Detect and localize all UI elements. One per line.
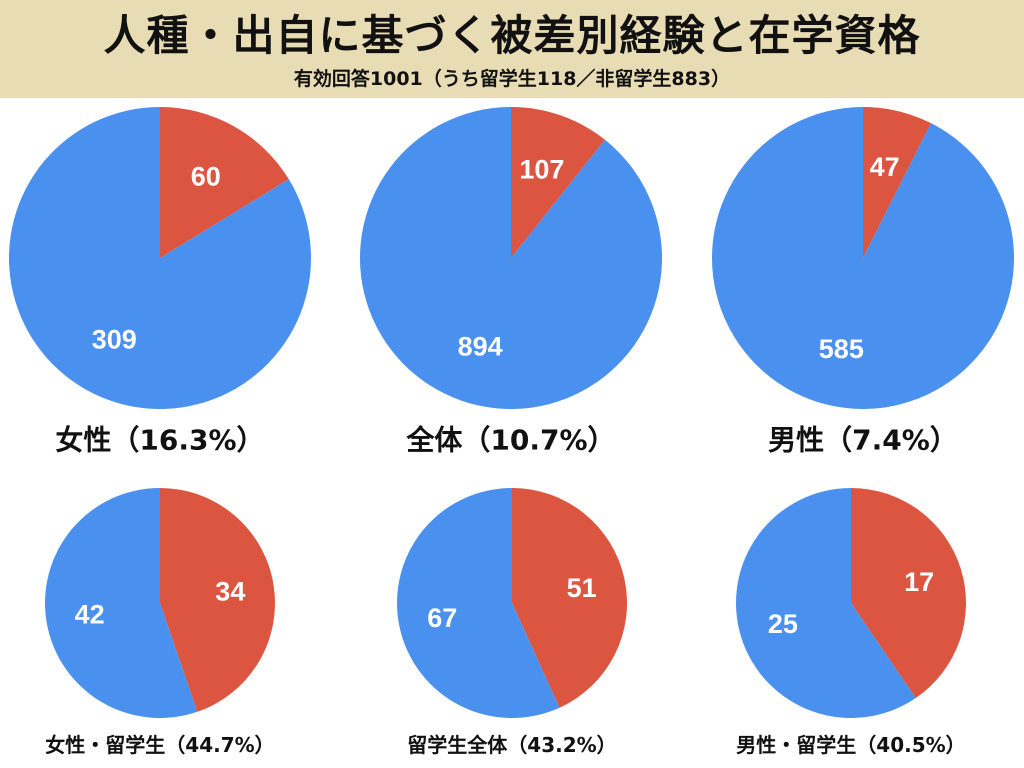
pie-slice bbox=[44, 488, 198, 718]
chart-caption: 女性（16.3%） bbox=[55, 424, 264, 457]
pie-chart-2: 107 894 全体（10.7%） bbox=[360, 107, 663, 457]
pie-slice bbox=[9, 107, 312, 409]
page-title: 人種・出自に基づく被差別経験と在学資格 bbox=[103, 11, 921, 60]
chart-caption: 男性・留学生（40.5%） bbox=[736, 733, 965, 757]
pie-slice bbox=[160, 107, 289, 258]
pie-slice bbox=[511, 107, 605, 258]
slice-value-label: 585 bbox=[819, 334, 864, 364]
pie-slice bbox=[512, 488, 627, 708]
pie-chart-6: 17 25 男性・留学生（40.5%） bbox=[735, 488, 966, 757]
pie-slice bbox=[735, 488, 916, 718]
slice-value-label: 107 bbox=[519, 155, 564, 185]
pie-slice bbox=[851, 488, 966, 699]
page-subtitle: 有効回答1001（うち留学生118／非留学生883） bbox=[293, 68, 731, 90]
slice-value-label: 34 bbox=[215, 576, 245, 606]
slice-value-label: 47 bbox=[870, 152, 900, 182]
pie-chart-3: 47 585 男性（7.4%） bbox=[711, 107, 1014, 457]
chart-caption: 留学生全体（43.2%） bbox=[407, 733, 616, 757]
chart-caption: 女性・留学生（44.7%） bbox=[45, 733, 274, 757]
chart-caption: 男性（7.4%） bbox=[768, 424, 958, 457]
slice-value-label: 894 bbox=[458, 331, 503, 361]
slice-value-label: 17 bbox=[904, 567, 934, 597]
pie-slice bbox=[160, 488, 275, 712]
slice-value-label: 309 bbox=[92, 325, 137, 355]
pie-chart-4: 34 42 女性・留学生（44.7%） bbox=[44, 488, 275, 757]
pie-slice bbox=[360, 107, 663, 410]
pie-slice bbox=[863, 107, 932, 258]
slice-value-label: 51 bbox=[567, 573, 597, 603]
chart-caption: 全体（10.7%） bbox=[405, 424, 615, 457]
pie-slice bbox=[711, 107, 1014, 410]
pie-slice bbox=[396, 488, 560, 718]
slice-value-label: 25 bbox=[768, 609, 798, 639]
pie-chart-1: 60 309 女性（16.3%） bbox=[9, 107, 312, 457]
header-band: 人種・出自に基づく被差別経験と在学資格 有効回答1001（うち留学生118／非留… bbox=[0, 0, 1024, 98]
slice-value-label: 67 bbox=[427, 603, 457, 633]
slice-value-label: 42 bbox=[75, 600, 105, 630]
slice-value-label: 60 bbox=[191, 161, 221, 191]
pie-chart-5: 51 67 留学生全体（43.2%） bbox=[396, 488, 627, 757]
